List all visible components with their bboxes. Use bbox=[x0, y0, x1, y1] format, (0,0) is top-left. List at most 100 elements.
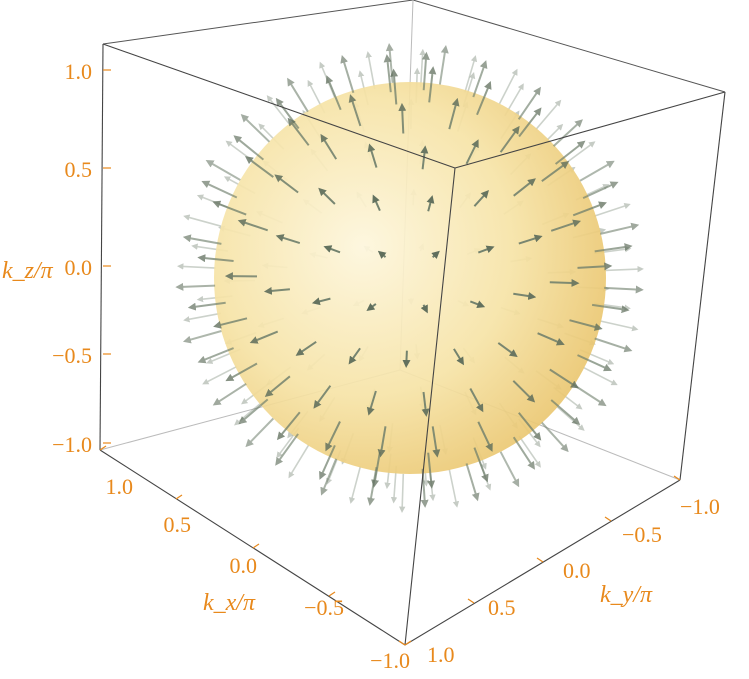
vector-arrow bbox=[177, 263, 216, 270]
y-tick-label: −0.5 bbox=[622, 522, 662, 547]
vector-arrow bbox=[323, 245, 341, 254]
vector-arrow bbox=[518, 435, 541, 468]
y-axis: −1.0 −0.5 0.0 0.5 1.0 k_y/π bbox=[427, 494, 720, 667]
tick-mark bbox=[467, 598, 475, 604]
vector-arrow bbox=[240, 114, 271, 143]
vector-arrow bbox=[287, 117, 310, 146]
vector-arrow bbox=[383, 54, 392, 93]
vector-arrow bbox=[572, 201, 607, 217]
vector-arrow bbox=[541, 421, 569, 453]
vector-arrow bbox=[512, 436, 535, 470]
vector-arrow bbox=[320, 133, 338, 160]
vector-arrow bbox=[465, 139, 479, 165]
z-tick-label: −1.0 bbox=[52, 432, 92, 457]
vector-arrow bbox=[377, 426, 387, 458]
bounding-box-front bbox=[99, 43, 726, 646]
vector-arrow bbox=[372, 194, 381, 212]
vector-arrow bbox=[276, 411, 301, 441]
vector-arrow bbox=[550, 399, 581, 426]
vector-arrow bbox=[541, 161, 570, 183]
vector-arrow bbox=[197, 347, 234, 364]
vector-arrow bbox=[591, 303, 630, 314]
vector-arrow bbox=[469, 388, 484, 413]
vector-arrow bbox=[175, 282, 216, 291]
vector-arrow bbox=[313, 385, 332, 409]
vector-arrow bbox=[398, 102, 407, 134]
vector-arrow bbox=[431, 426, 441, 458]
vector-arrow bbox=[554, 140, 586, 165]
vector-arrow bbox=[366, 303, 377, 311]
vector-arrow bbox=[390, 68, 399, 105]
vector-arrow bbox=[477, 421, 493, 452]
x-tick-label: 0.5 bbox=[164, 512, 192, 537]
vector-arrow bbox=[275, 234, 301, 245]
vector-arrow bbox=[448, 97, 460, 130]
x-axis: 1.0 0.5 0.0 −0.5 −1.0 k_x/π bbox=[106, 474, 411, 673]
z-tick-label: 1.0 bbox=[65, 59, 93, 84]
vector-arrow bbox=[213, 317, 248, 329]
vector-arrow bbox=[604, 265, 644, 273]
x-axis-label: k_x/π bbox=[203, 590, 256, 616]
vector-arrow bbox=[464, 55, 478, 93]
vector-arrow bbox=[473, 447, 489, 483]
vector-arrow bbox=[295, 340, 317, 356]
vector-arrow bbox=[499, 451, 520, 488]
y-tick-label: −1.0 bbox=[680, 494, 720, 519]
vector-arrow bbox=[593, 202, 631, 218]
tick-mark bbox=[673, 475, 681, 481]
vector-arrow bbox=[182, 330, 222, 344]
vector-arrow bbox=[319, 444, 336, 480]
vector-arrow bbox=[453, 348, 464, 366]
vector-arrow bbox=[419, 48, 426, 88]
vector-arrow bbox=[187, 301, 226, 311]
z-axis-label: k_z/π bbox=[2, 258, 54, 284]
vector-arrow bbox=[264, 375, 291, 397]
y-tick-label: 0.0 bbox=[563, 558, 591, 583]
vector-arrow bbox=[572, 383, 607, 407]
vector-arrow bbox=[275, 433, 299, 466]
vector-arrow bbox=[513, 178, 536, 197]
vector-arrow bbox=[438, 45, 449, 85]
vector-arrow bbox=[549, 278, 580, 287]
vector-arrow bbox=[517, 86, 541, 120]
vector-arrow bbox=[182, 234, 222, 245]
vector-arrow bbox=[212, 382, 247, 406]
vector-arrow bbox=[600, 320, 639, 332]
vector-arrow bbox=[426, 195, 435, 212]
vector-arrow bbox=[318, 187, 336, 205]
vector-arrow bbox=[477, 245, 495, 254]
vector-arrow bbox=[325, 421, 341, 452]
vector-arrow bbox=[421, 51, 430, 91]
arrows-front-layer bbox=[175, 43, 644, 508]
vector-arrow bbox=[245, 417, 275, 448]
vector-arrow bbox=[274, 174, 299, 194]
y-tick-label: 0.5 bbox=[488, 595, 516, 620]
tick-mark bbox=[99, 445, 107, 451]
vector-arrow bbox=[183, 214, 222, 227]
tick-marks bbox=[99, 69, 681, 646]
vector-arrow bbox=[448, 469, 460, 508]
x-tick-label: 1.0 bbox=[106, 474, 134, 499]
vector-arrow bbox=[555, 404, 585, 431]
z-tick-label: 0.5 bbox=[65, 157, 93, 182]
vector-arrow bbox=[513, 292, 537, 300]
vector-arrow bbox=[518, 234, 543, 245]
vector-arrow bbox=[569, 319, 603, 331]
vector-arrow bbox=[473, 190, 489, 207]
vector-arrow bbox=[244, 156, 274, 178]
vector-arrow bbox=[202, 365, 238, 385]
vector-arrow bbox=[594, 337, 633, 353]
vector-arrow bbox=[366, 390, 377, 416]
vector-arrow bbox=[402, 350, 411, 368]
tick-mark bbox=[252, 543, 260, 549]
tick-mark bbox=[604, 516, 612, 522]
x-tick-label: 0.0 bbox=[230, 553, 258, 578]
tick-mark bbox=[536, 557, 544, 563]
x-tick-label: −0.5 bbox=[304, 595, 344, 620]
x-tick-label: −1.0 bbox=[370, 648, 410, 673]
vector-arrow bbox=[469, 300, 486, 308]
vector-arrow bbox=[518, 107, 542, 138]
vector-arrow bbox=[399, 473, 406, 513]
vector-arrow bbox=[518, 412, 542, 441]
